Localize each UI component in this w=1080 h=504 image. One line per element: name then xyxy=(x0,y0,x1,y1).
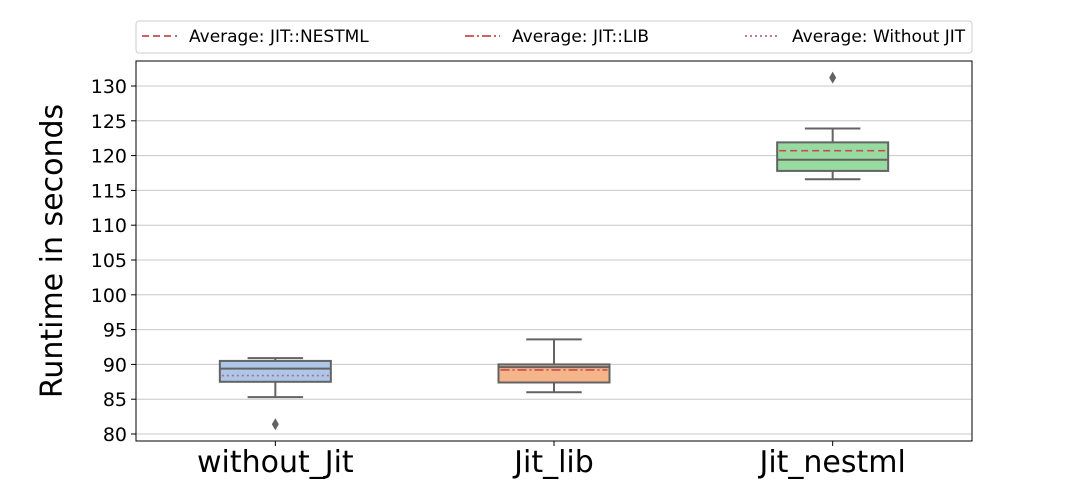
outlier-point xyxy=(271,418,279,431)
y-tick-label: 85 xyxy=(103,389,127,411)
x-tick-label: Jit_lib xyxy=(512,445,594,480)
y-tick-label: 100 xyxy=(91,285,127,307)
box-series xyxy=(218,71,890,431)
legend-label: Average: JIT::LIB xyxy=(512,27,649,47)
y-tick-label: 110 xyxy=(91,215,127,237)
y-tick-label: 90 xyxy=(103,354,127,376)
y-tick-label: 105 xyxy=(91,250,127,272)
legend-label: Average: JIT::NESTML xyxy=(189,27,369,47)
y-tick-label: 80 xyxy=(103,424,127,446)
x-axis-ticks: without_Jit Jit_lib Jit_nestml xyxy=(197,441,906,480)
box-without_Jit xyxy=(218,357,332,431)
y-tick-label: 115 xyxy=(91,180,127,202)
legend-frame xyxy=(135,20,973,54)
y-tick-label: 130 xyxy=(91,76,127,98)
y-axis-label: Runtime in seconds xyxy=(35,104,70,398)
box-Jit_nestml xyxy=(776,71,890,181)
legend-label: Average: Without JIT xyxy=(792,27,966,47)
legend: Average: JIT::NESTML Average: JIT::LIB Ave… xyxy=(135,20,973,54)
iqr-box xyxy=(776,141,890,172)
x-tick-label: without_Jit xyxy=(197,445,354,480)
box-Jit_lib xyxy=(497,338,611,394)
y-tick-label: 95 xyxy=(103,320,127,342)
y-axis-ticks: 80 85 90 95 100 105 110 115 120 125 130 xyxy=(91,76,136,446)
y-tick-label: 120 xyxy=(91,146,127,168)
iqr-box xyxy=(218,359,332,383)
x-tick-label: Jit_nestml xyxy=(757,445,905,480)
iqr-box xyxy=(497,363,611,384)
y-tick-label: 125 xyxy=(91,111,127,133)
outlier-point xyxy=(829,71,837,84)
